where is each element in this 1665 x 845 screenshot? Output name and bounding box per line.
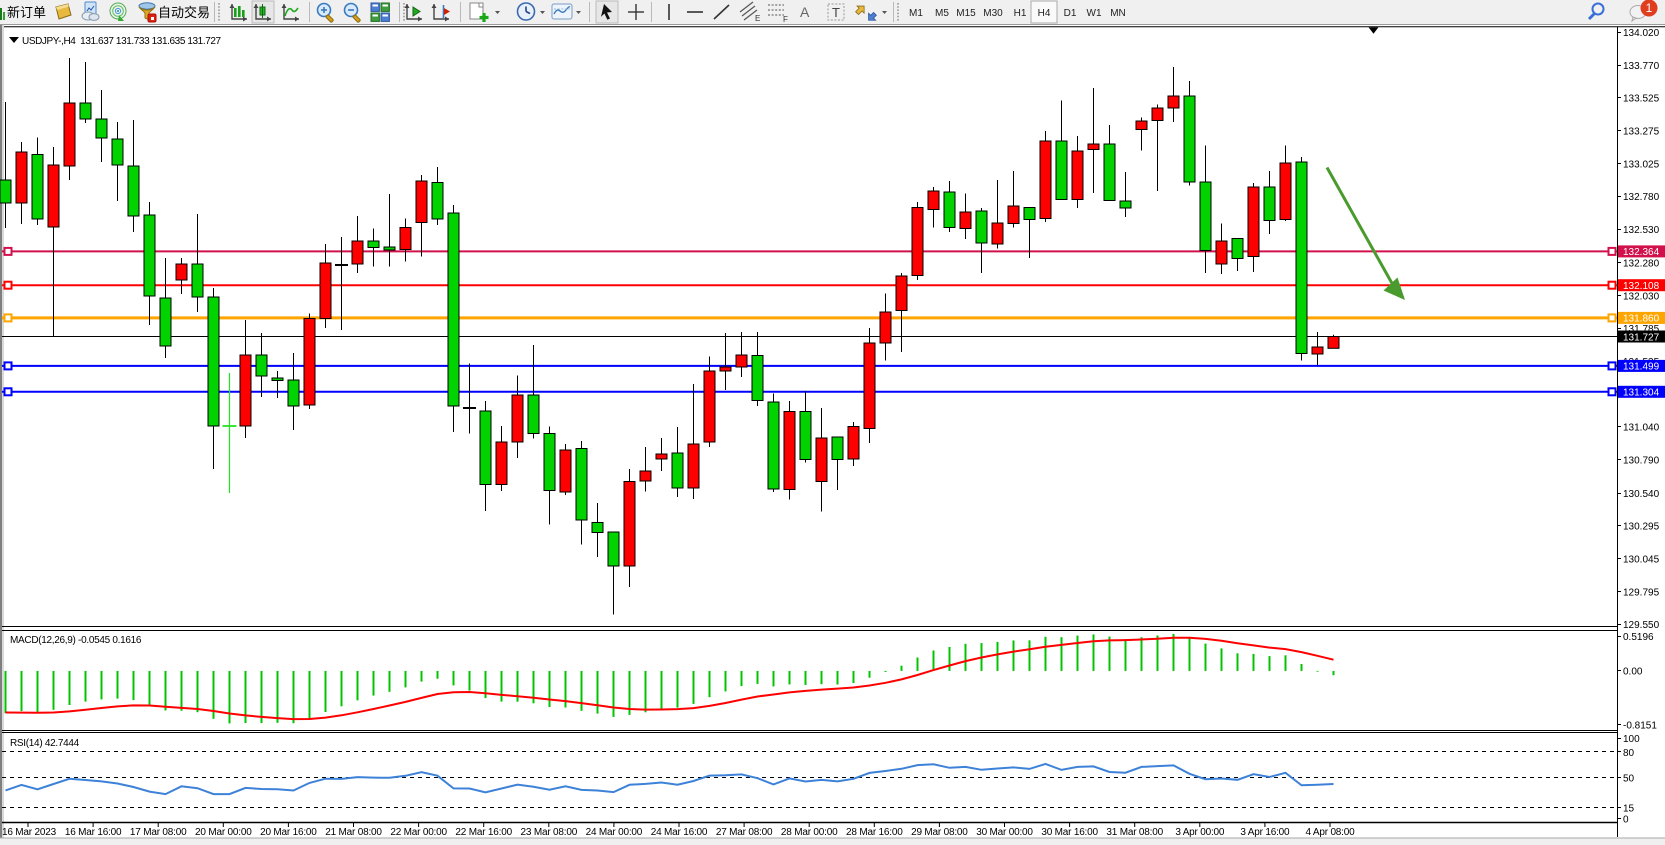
svg-text:16 Mar 2023: 16 Mar 2023 [2, 827, 57, 838]
svg-text:MACD(12,26,9) -0.0545 0.1616: MACD(12,26,9) -0.0545 0.1616 [10, 635, 142, 646]
svg-text:30 Mar 16:00: 30 Mar 16:00 [1041, 827, 1098, 838]
svg-text:133.025: 133.025 [1623, 160, 1660, 171]
svg-text:D1: D1 [1064, 8, 1077, 19]
svg-text:4 Apr 08:00: 4 Apr 08:00 [1306, 827, 1356, 838]
svg-text:3 Apr 00:00: 3 Apr 00:00 [1175, 827, 1225, 838]
svg-text:E: E [755, 14, 760, 23]
svg-text:129.795: 129.795 [1623, 588, 1660, 599]
svg-text:132.780: 132.780 [1623, 192, 1660, 203]
svg-text:22 Mar 16:00: 22 Mar 16:00 [455, 827, 512, 838]
svg-text:132.030: 132.030 [1623, 291, 1660, 302]
svg-text:132.108: 132.108 [1623, 281, 1660, 292]
svg-text:22 Mar 00:00: 22 Mar 00:00 [390, 827, 447, 838]
svg-text:17 Mar 08:00: 17 Mar 08:00 [130, 827, 187, 838]
svg-text:133.275: 133.275 [1623, 127, 1660, 138]
svg-text:3 Apr 16:00: 3 Apr 16:00 [1240, 827, 1290, 838]
svg-text:RSI(14) 42.7444: RSI(14) 42.7444 [10, 738, 80, 749]
svg-text:130.540: 130.540 [1623, 489, 1660, 500]
svg-text:130.295: 130.295 [1623, 521, 1660, 532]
svg-text:134.020: 134.020 [1623, 28, 1660, 39]
svg-text:20 Mar 16:00: 20 Mar 16:00 [260, 827, 317, 838]
svg-text:24 Mar 16:00: 24 Mar 16:00 [651, 827, 708, 838]
svg-text:23 Mar 08:00: 23 Mar 08:00 [521, 827, 578, 838]
svg-text:130.045: 130.045 [1623, 554, 1660, 565]
svg-text:21 Mar 08:00: 21 Mar 08:00 [325, 827, 382, 838]
svg-text:29 Mar 08:00: 29 Mar 08:00 [911, 827, 968, 838]
svg-text:31 Mar 08:00: 31 Mar 08:00 [1106, 827, 1163, 838]
svg-text:0: 0 [1623, 814, 1629, 825]
svg-text:131.304: 131.304 [1623, 388, 1660, 399]
svg-text:16 Mar 16:00: 16 Mar 16:00 [65, 827, 122, 838]
svg-text:132.530: 132.530 [1623, 225, 1660, 236]
svg-text:H4: H4 [1038, 8, 1051, 19]
svg-text:20 Mar 00:00: 20 Mar 00:00 [195, 827, 252, 838]
svg-text:M30: M30 [983, 8, 1003, 19]
svg-text:M15: M15 [956, 8, 976, 19]
svg-text:132.364: 132.364 [1623, 247, 1660, 258]
svg-text:M1: M1 [909, 8, 923, 19]
svg-text:133.525: 133.525 [1623, 93, 1660, 104]
svg-text:28 Mar 16:00: 28 Mar 16:00 [846, 827, 903, 838]
svg-text:50: 50 [1623, 774, 1635, 785]
svg-text:100: 100 [1623, 734, 1640, 745]
svg-text:129.550: 129.550 [1623, 620, 1660, 631]
svg-text:USDJPY-,H4 131.637 131.733 13: USDJPY-,H4 131.637 131.733 131.635 131.7… [22, 36, 222, 47]
svg-text:133.770: 133.770 [1623, 61, 1660, 72]
svg-text:M5: M5 [935, 8, 949, 19]
svg-text:0.00: 0.00 [1623, 667, 1643, 678]
svg-text:A: A [800, 4, 810, 20]
svg-text:130.790: 130.790 [1623, 456, 1660, 467]
svg-text:131.727: 131.727 [1623, 332, 1660, 343]
svg-text:MN: MN [1110, 8, 1126, 19]
svg-text:1: 1 [1646, 1, 1653, 15]
svg-text:自动交易: 自动交易 [158, 5, 210, 20]
svg-text:131.499: 131.499 [1623, 362, 1660, 373]
svg-text:131.785: 131.785 [1623, 324, 1660, 335]
svg-text:80: 80 [1623, 748, 1635, 759]
svg-text:W1: W1 [1087, 8, 1102, 19]
svg-text:27 Mar 08:00: 27 Mar 08:00 [716, 827, 773, 838]
svg-text:131.040: 131.040 [1623, 423, 1660, 434]
svg-text:28 Mar 00:00: 28 Mar 00:00 [781, 827, 838, 838]
svg-text:131.860: 131.860 [1623, 314, 1660, 325]
svg-text:0.5196: 0.5196 [1623, 632, 1654, 643]
svg-text:新订单: 新订单 [7, 5, 46, 20]
svg-text:24 Mar 00:00: 24 Mar 00:00 [586, 827, 643, 838]
svg-text:-0.8151: -0.8151 [1623, 720, 1657, 731]
svg-text:15: 15 [1623, 804, 1635, 815]
svg-text:F: F [783, 15, 788, 24]
svg-text:132.280: 132.280 [1623, 258, 1660, 269]
svg-text:30 Mar 00:00: 30 Mar 00:00 [976, 827, 1033, 838]
svg-text:T: T [832, 5, 840, 20]
svg-text:H1: H1 [1014, 8, 1027, 19]
